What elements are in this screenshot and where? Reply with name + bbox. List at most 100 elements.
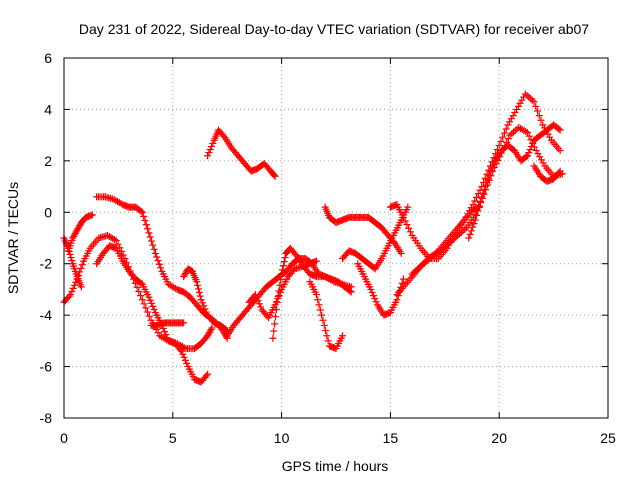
- data-point: [183, 359, 191, 367]
- data-point: [322, 327, 330, 335]
- data-point: [68, 257, 76, 265]
- data-point: [114, 240, 122, 248]
- data-point: [147, 299, 155, 307]
- y-tick-label: 0: [44, 204, 52, 220]
- y-tick-label: -2: [40, 256, 53, 272]
- data-point: [201, 305, 209, 313]
- data-point: [133, 283, 141, 291]
- data-point: [178, 347, 186, 355]
- data-point: [163, 334, 171, 342]
- x-axis-label: GPS time / hours: [282, 458, 389, 474]
- data-point: [194, 281, 202, 289]
- data-point: [276, 289, 284, 297]
- data-point: [194, 285, 202, 293]
- data-point: [270, 327, 278, 335]
- data-point: [555, 169, 563, 177]
- data-point: [372, 298, 380, 306]
- data-point: [137, 279, 145, 287]
- data-point: [204, 152, 212, 160]
- data-point: [405, 224, 413, 232]
- data-point: [281, 254, 289, 262]
- data-point: [484, 175, 492, 183]
- data-point: [157, 264, 165, 272]
- tick-labels: 0 5 10 15 20 25 -8 -6 -4 -2 0 2 4 6: [40, 50, 616, 446]
- data-point: [469, 223, 477, 231]
- data-point: [535, 112, 543, 120]
- data-point: [556, 126, 564, 134]
- data-point: [526, 146, 534, 154]
- data-point: [497, 137, 505, 145]
- data-point: [202, 308, 210, 316]
- data-point: [135, 287, 143, 295]
- data-point: [208, 142, 216, 150]
- data-point: [371, 295, 379, 303]
- y-tick-label: -8: [40, 410, 53, 426]
- y-tick-label: -4: [40, 307, 53, 323]
- data-point: [397, 249, 405, 257]
- y-tick-label: 4: [44, 101, 52, 117]
- data-point: [206, 146, 214, 154]
- data-point: [490, 160, 498, 168]
- data-point: [403, 221, 411, 229]
- data-point: [119, 251, 127, 259]
- data-point: [278, 266, 286, 274]
- data-point: [200, 302, 208, 310]
- data-point: [208, 324, 216, 332]
- chart-title: Day 231 of 2022, Sidereal Day-to-day VTE…: [79, 21, 589, 37]
- data-point: [197, 296, 205, 304]
- data-point: [469, 201, 477, 209]
- data-point: [314, 296, 322, 304]
- data-point: [207, 326, 215, 334]
- data-point: [324, 337, 332, 345]
- data-point: [140, 212, 148, 220]
- data-point: [251, 291, 259, 299]
- data-point: [154, 257, 162, 265]
- data-point: [487, 168, 495, 176]
- data-point: [145, 293, 153, 301]
- data-point: [179, 350, 187, 358]
- data-point: [315, 301, 323, 309]
- data-point: [488, 164, 496, 172]
- data-point: [112, 237, 120, 245]
- data-point: [150, 305, 158, 313]
- data-point: [292, 250, 300, 258]
- data-point: [149, 302, 157, 310]
- x-tick-label: 20: [491, 430, 507, 446]
- data-point: [150, 245, 158, 253]
- data-point: [316, 306, 324, 314]
- data-point: [312, 257, 320, 265]
- data-point: [138, 208, 146, 216]
- data-point: [530, 98, 538, 106]
- data-point: [555, 125, 563, 133]
- data-point: [319, 316, 327, 324]
- data-point: [323, 332, 331, 340]
- data-point: [78, 261, 86, 269]
- data-point: [482, 182, 490, 190]
- data-point: [88, 211, 96, 219]
- data-point: [279, 262, 287, 270]
- y-tick-label: 6: [44, 50, 52, 66]
- data-point: [483, 178, 491, 186]
- data-point: [65, 292, 73, 300]
- data-point: [77, 264, 85, 272]
- data-point: [68, 287, 76, 295]
- data-point: [255, 300, 263, 308]
- x-tick-label: 25: [600, 430, 616, 446]
- data-point: [406, 228, 414, 236]
- data-point: [399, 213, 407, 221]
- data-point: [467, 227, 475, 235]
- data-point: [180, 353, 188, 361]
- y-tick-label: -6: [40, 359, 53, 375]
- data-point: [273, 298, 281, 306]
- data-point: [486, 171, 494, 179]
- data-point: [339, 332, 347, 340]
- data-point: [257, 303, 265, 311]
- data-point: [532, 102, 540, 110]
- data-point: [471, 216, 479, 224]
- data-point: [204, 370, 212, 378]
- data-point: [474, 207, 482, 215]
- data-point: [320, 321, 328, 329]
- data-point: [176, 346, 184, 354]
- data-point: [149, 241, 157, 249]
